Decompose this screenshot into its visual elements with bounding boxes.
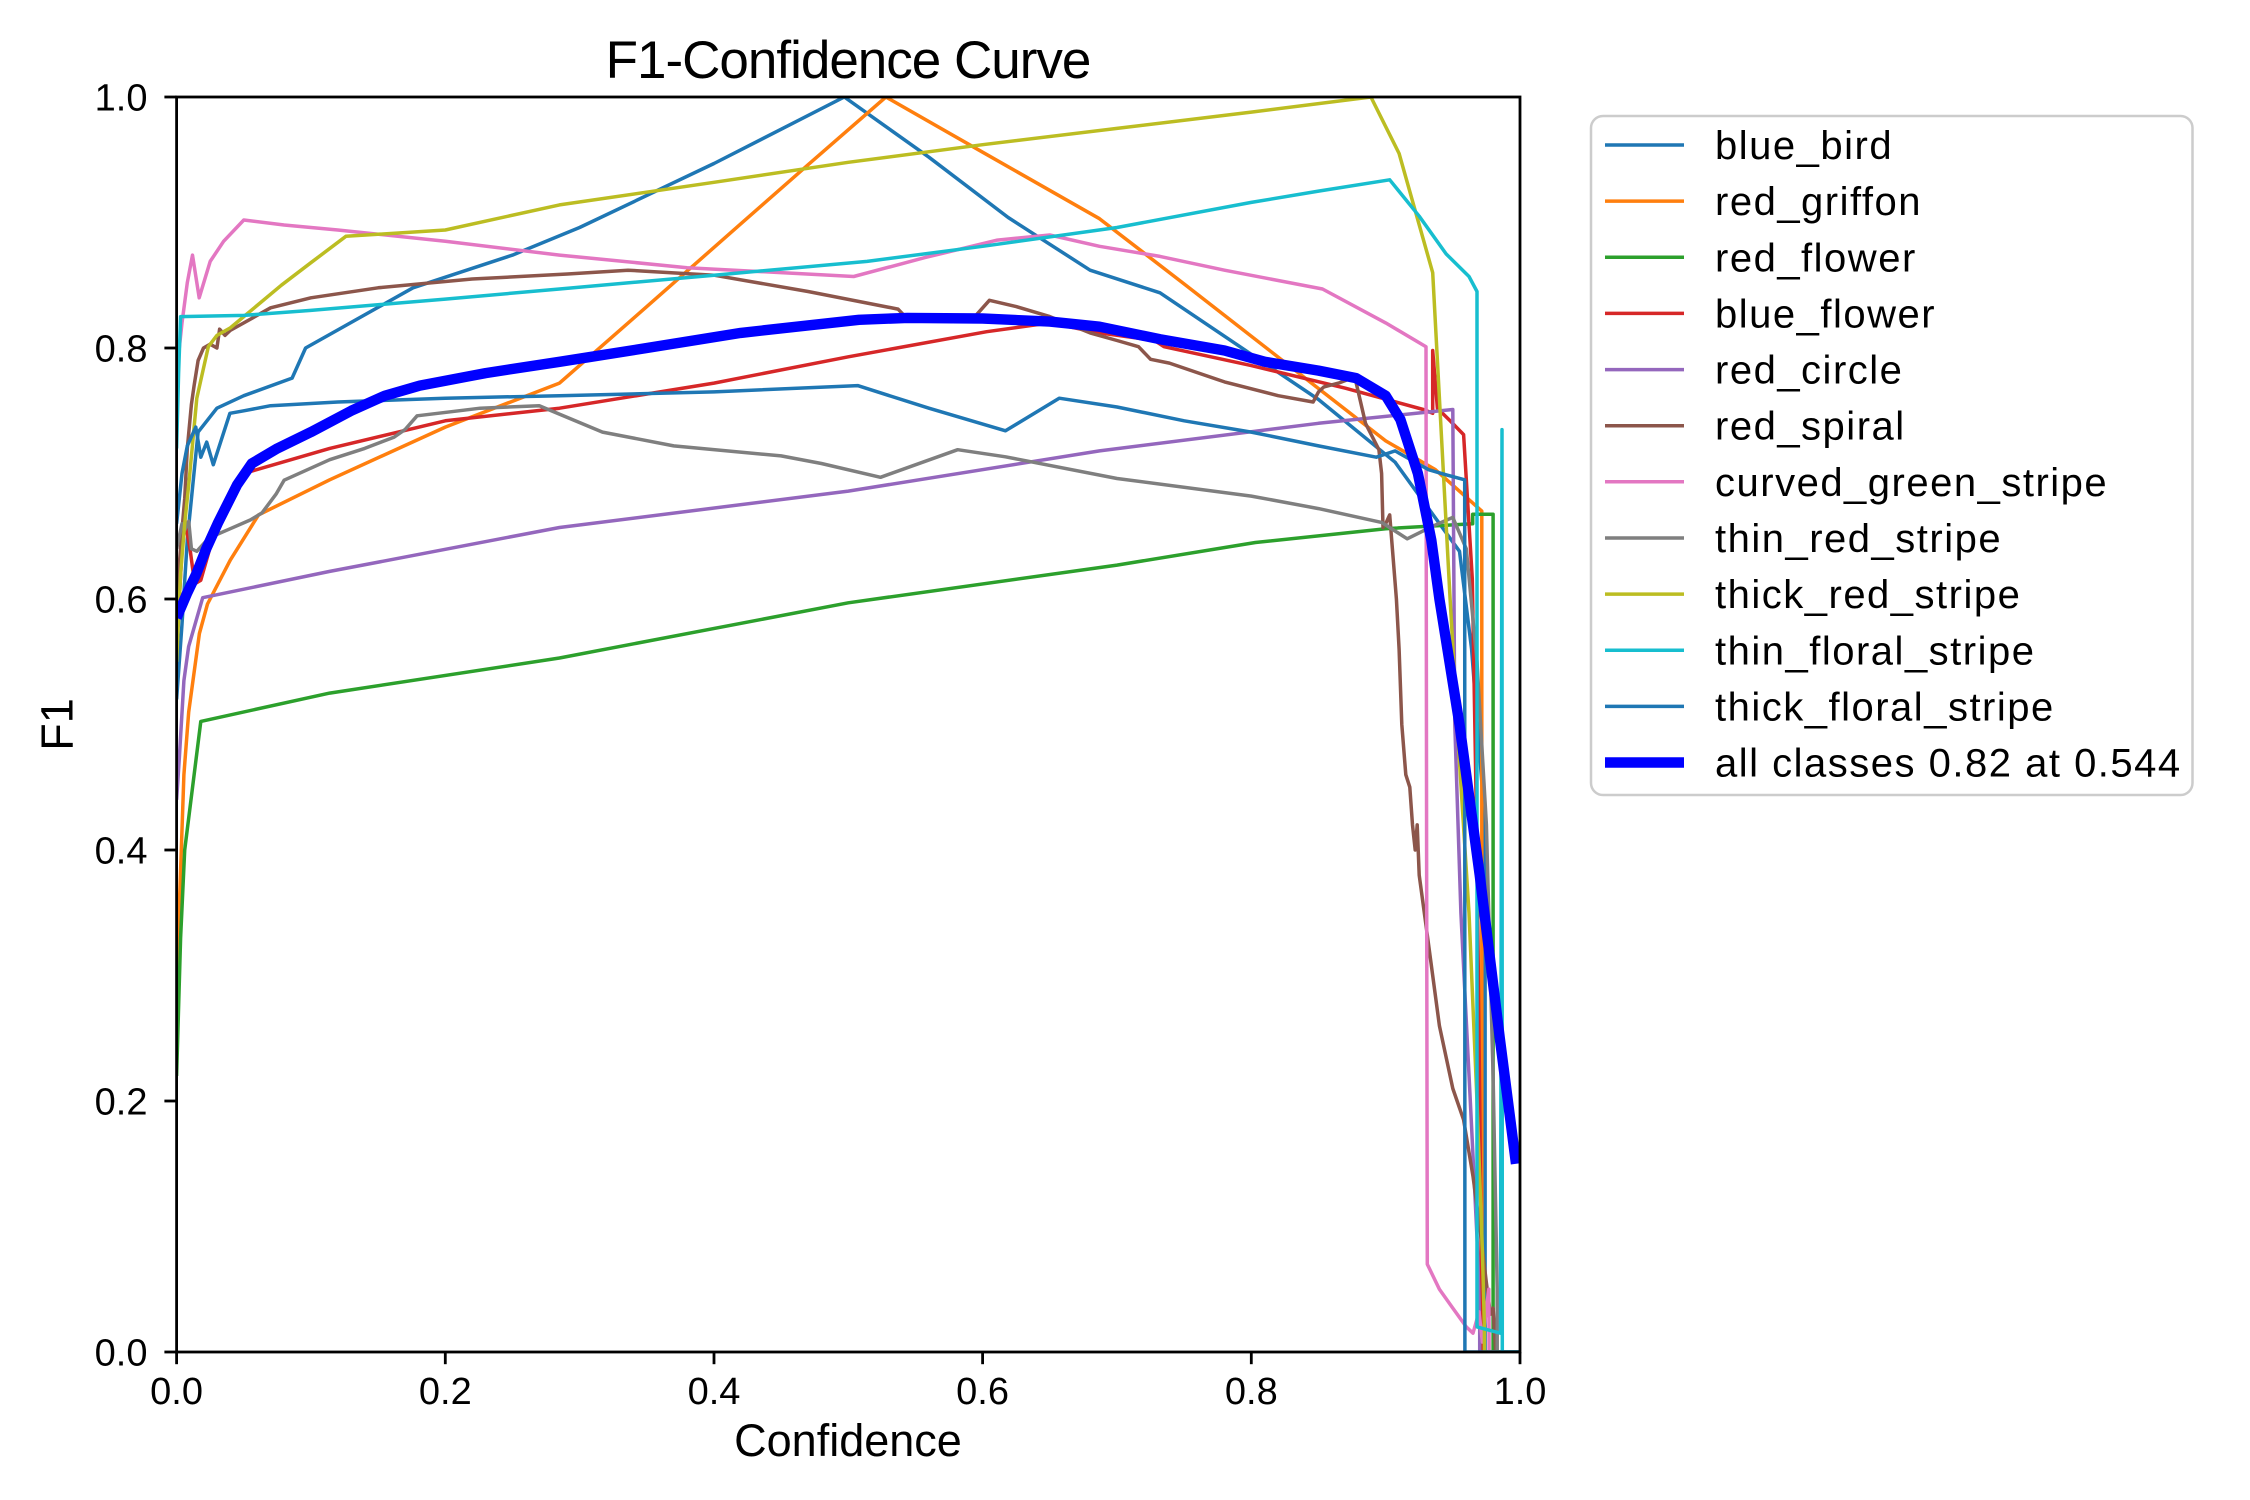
svg-text:red_circle: red_circle [1715,349,1903,393]
svg-text:thick_red_stripe: thick_red_stripe [1715,573,2021,617]
svg-text:0.8: 0.8 [95,329,148,371]
svg-text:thin_red_stripe: thin_red_stripe [1715,517,2002,561]
svg-text:red_flower: red_flower [1715,236,1917,280]
svg-text:red_spiral: red_spiral [1715,405,1906,449]
svg-text:F1: F1 [32,698,83,751]
svg-text:thick_floral_stripe: thick_floral_stripe [1715,685,2055,729]
svg-text:red_griffon: red_griffon [1715,180,1922,224]
svg-text:blue_bird: blue_bird [1715,124,1893,168]
svg-text:curved_green_stripe: curved_green_stripe [1715,461,2108,505]
svg-text:F1-Confidence Curve: F1-Confidence Curve [606,31,1091,90]
svg-text:0.6: 0.6 [956,1371,1009,1413]
svg-text:1.0: 1.0 [1494,1371,1547,1413]
svg-text:Confidence: Confidence [734,1415,962,1466]
svg-text:0.0: 0.0 [150,1371,203,1413]
svg-text:0.2: 0.2 [419,1371,472,1413]
svg-text:0.8: 0.8 [1225,1371,1278,1413]
svg-text:all classes 0.82 at 0.544: all classes 0.82 at 0.544 [1715,742,2182,786]
svg-text:0.2: 0.2 [95,1082,148,1124]
svg-text:thin_floral_stripe: thin_floral_stripe [1715,629,2036,673]
svg-text:0.0: 0.0 [95,1333,148,1375]
svg-text:0.4: 0.4 [95,831,148,873]
svg-text:0.6: 0.6 [95,580,148,622]
svg-text:0.4: 0.4 [688,1371,741,1413]
svg-text:1.0: 1.0 [95,78,148,120]
svg-text:blue_flower: blue_flower [1715,292,1936,336]
